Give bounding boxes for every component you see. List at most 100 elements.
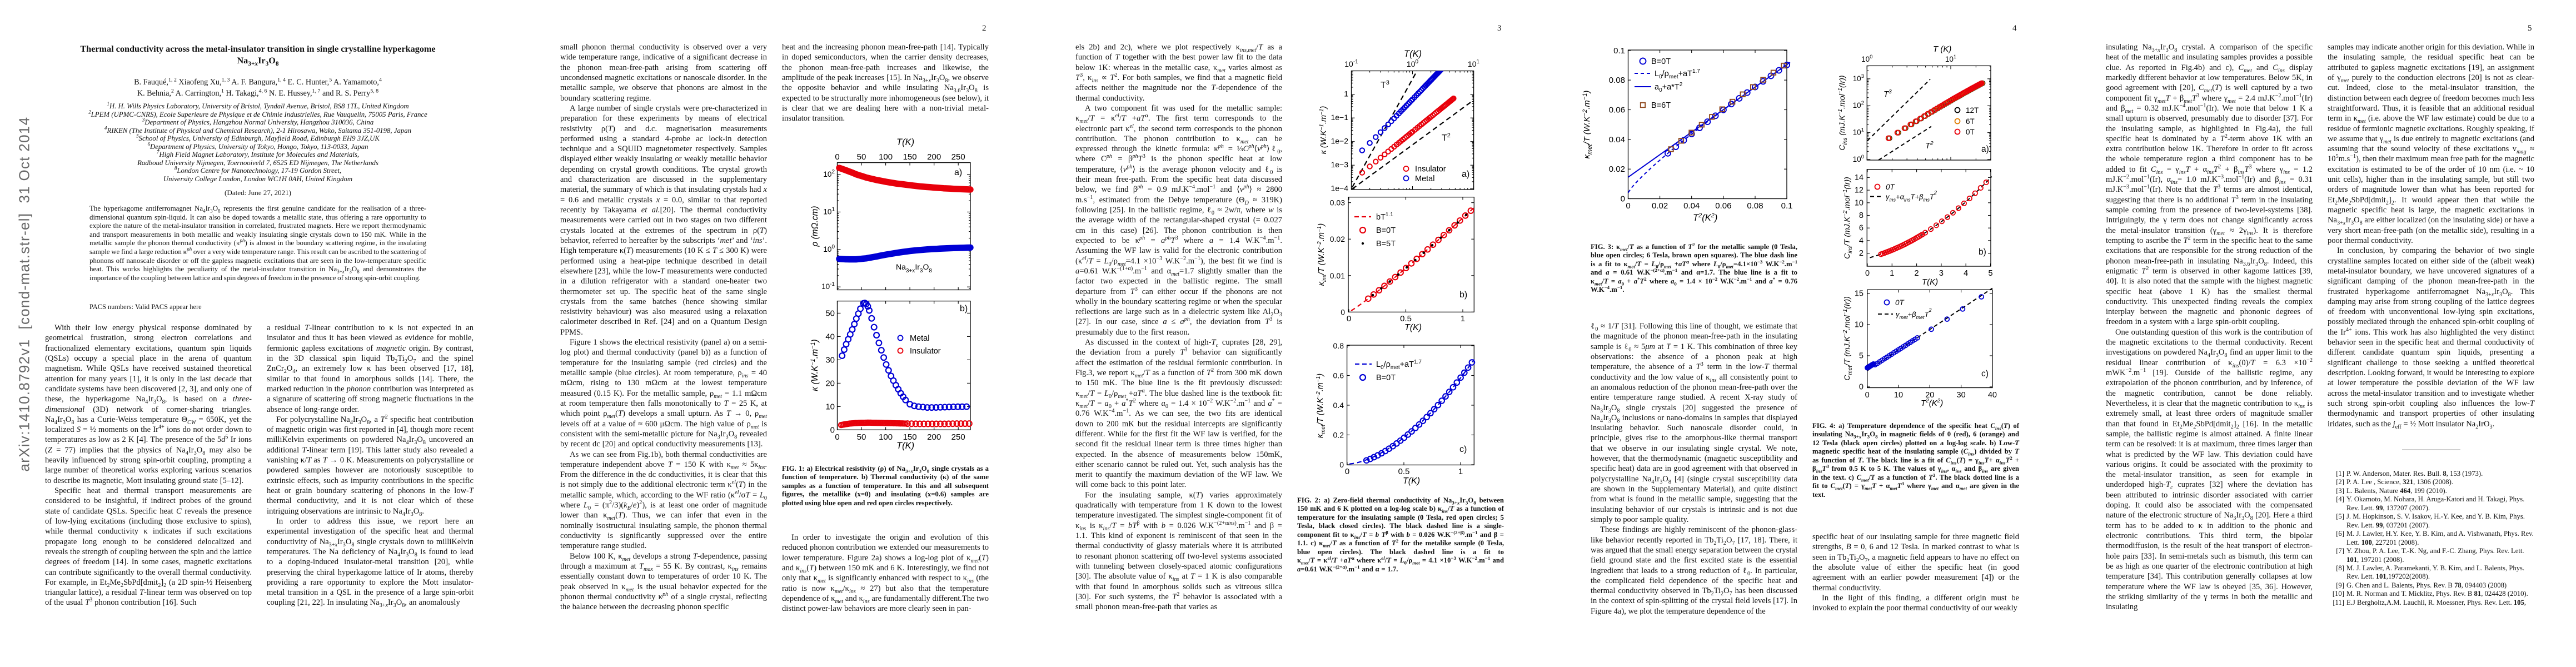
svg-text:b): b)	[960, 304, 968, 313]
svg-text:4: 4	[1859, 236, 1864, 245]
svg-text:200: 200	[927, 152, 941, 162]
svg-text:a): a)	[1981, 145, 1989, 154]
svg-text:T3: T3	[1381, 79, 1389, 90]
svg-text:T2(K2): T2(K2)	[1693, 212, 1717, 223]
svg-text:0: 0	[1859, 383, 1864, 392]
svg-text:101: 101	[1468, 59, 1480, 68]
svg-text:T (K): T (K)	[1933, 44, 1951, 54]
svg-text:10: 10	[1894, 391, 1903, 400]
svg-text:6T: 6T	[1966, 117, 1975, 126]
svg-text:0.04: 0.04	[1609, 135, 1625, 145]
svg-text:ρ (mΩ.cm): ρ (mΩ.cm)	[810, 206, 820, 247]
svg-text:0.4: 0.4	[1333, 401, 1344, 410]
svg-text:T(K): T(K)	[1404, 323, 1422, 332]
svg-text:T(K): T(K)	[896, 137, 914, 147]
svg-text:B=5T: B=5T	[1376, 240, 1396, 248]
svg-text:1: 1	[1461, 314, 1465, 323]
svg-text:1: 1	[1458, 467, 1463, 476]
svg-text:200: 200	[927, 432, 941, 442]
svg-text:10-1: 10-1	[1344, 59, 1358, 68]
svg-text:1: 1	[1344, 89, 1348, 98]
svg-text:50: 50	[825, 308, 835, 318]
svg-text:L0/ρmet+aT1.7: L0/ρmet+aT1.7	[1655, 68, 1700, 80]
svg-text:B=0T: B=0T	[1376, 226, 1396, 235]
svg-text:0.2: 0.2	[1333, 431, 1344, 440]
svg-text:T2(K2): T2(K2)	[1921, 398, 1943, 408]
svg-text:κmet/T (W.K−2.m−1): κmet/T (W.K−2.m−1)	[1316, 374, 1327, 438]
svg-text:Cmet/T (mJ.K−2.mol−1(Ir)): Cmet/T (mJ.K−2.mol−1(Ir))	[1842, 296, 1853, 381]
svg-text:250: 250	[951, 432, 965, 442]
svg-text:30: 30	[1957, 391, 1966, 400]
svg-text:T(K): T(K)	[1403, 476, 1420, 486]
svg-text:0.03: 0.03	[1330, 198, 1345, 207]
svg-text:5: 5	[1859, 352, 1864, 361]
svg-text:1: 1	[1890, 269, 1894, 278]
svg-text:0.1: 0.1	[1613, 46, 1625, 56]
svg-text:250: 250	[951, 152, 965, 162]
svg-text:Cins/T (mJ.K−2.mol−1(Ir)): Cins/T (mJ.K−2.mol−1(Ir))	[1842, 177, 1853, 259]
svg-text:0.5: 0.5	[1398, 467, 1410, 476]
svg-text:0.08: 0.08	[1609, 76, 1625, 85]
svg-text:T(K): T(K)	[1404, 49, 1422, 59]
svg-text:κ (W.K−1.m−1): κ (W.K−1.m−1)	[810, 339, 820, 391]
svg-text:40: 40	[1988, 391, 1997, 400]
svg-text:0.02: 0.02	[1652, 201, 1668, 211]
svg-text:8: 8	[1859, 211, 1864, 220]
svg-text:1e−2: 1e−2	[1331, 137, 1348, 146]
svg-text:10: 10	[825, 402, 835, 411]
svg-text:0.01: 0.01	[1330, 271, 1345, 280]
svg-text:T(K): T(K)	[1922, 277, 1938, 287]
svg-text:0.08: 0.08	[1747, 201, 1763, 211]
svg-text:0: 0	[1345, 467, 1349, 476]
svg-text:0.02: 0.02	[1609, 165, 1625, 174]
svg-text:a): a)	[1462, 170, 1469, 179]
svg-text:T3: T3	[1884, 89, 1892, 99]
svg-text:10: 10	[1855, 198, 1864, 207]
svg-text:103: 103	[1853, 73, 1864, 83]
svg-text:2: 2	[1915, 269, 1919, 278]
svg-text:4: 4	[1964, 269, 1968, 278]
svg-text:15: 15	[1855, 290, 1864, 298]
svg-text:b): b)	[1979, 247, 1986, 257]
svg-text:30: 30	[825, 355, 835, 365]
svg-text:0: 0	[1865, 391, 1870, 400]
svg-text:0: 0	[835, 152, 839, 162]
svg-text:0: 0	[830, 425, 835, 435]
svg-text:0: 0	[1621, 195, 1625, 204]
svg-text:T2: T2	[1442, 132, 1451, 143]
svg-text:0T: 0T	[1966, 128, 1975, 136]
svg-text:T2: T2	[1925, 141, 1934, 151]
svg-text:B=0T: B=0T	[1376, 374, 1396, 382]
svg-text:0T: 0T	[1886, 183, 1896, 191]
svg-text:κ (W.K−1.m−1): κ (W.K−1.m−1)	[1319, 106, 1328, 155]
svg-text:L0/ρmet+aT1.7: L0/ρmet+aT1.7	[1376, 359, 1422, 371]
svg-text:100: 100	[879, 152, 893, 162]
svg-text:0.1: 0.1	[1781, 201, 1793, 211]
svg-text:c): c)	[1981, 369, 1989, 379]
svg-text:0: 0	[1347, 314, 1351, 323]
svg-text:γmet+βmetT2: γmet+βmetT2	[1896, 307, 1932, 320]
svg-text:b): b)	[1459, 290, 1467, 300]
svg-text:a0+a*T2: a0+a*T2	[1655, 82, 1683, 93]
svg-text:0.04: 0.04	[1683, 201, 1700, 211]
svg-text:10-1: 10-1	[821, 281, 835, 291]
svg-text:bT1.1: bT1.1	[1376, 212, 1393, 222]
svg-text:0.02: 0.02	[1330, 235, 1345, 243]
svg-text:100: 100	[1407, 59, 1419, 68]
svg-text:0: 0	[1339, 460, 1344, 469]
svg-text:50: 50	[857, 432, 866, 442]
svg-text:0T: 0T	[1895, 298, 1905, 307]
svg-text:0.5: 0.5	[1400, 314, 1412, 323]
svg-text:0: 0	[1341, 307, 1345, 316]
svg-text:κmet/T (W.K−2.m−1): κmet/T (W.K−2.m−1)	[1582, 91, 1593, 159]
svg-text:12: 12	[1855, 186, 1864, 195]
svg-text:100: 100	[879, 432, 893, 442]
svg-text:101: 101	[1853, 127, 1864, 137]
svg-text:100: 100	[1861, 54, 1872, 63]
svg-text:150: 150	[903, 152, 917, 162]
svg-text:1e−3: 1e−3	[1331, 160, 1348, 169]
svg-text:c): c)	[1459, 445, 1467, 454]
svg-text:κins/T (W.K−2.m−1): κins/T (W.K−2.m−1)	[1317, 223, 1328, 286]
svg-text:0.06: 0.06	[1715, 201, 1731, 211]
svg-text:Insulator: Insulator	[910, 347, 941, 356]
